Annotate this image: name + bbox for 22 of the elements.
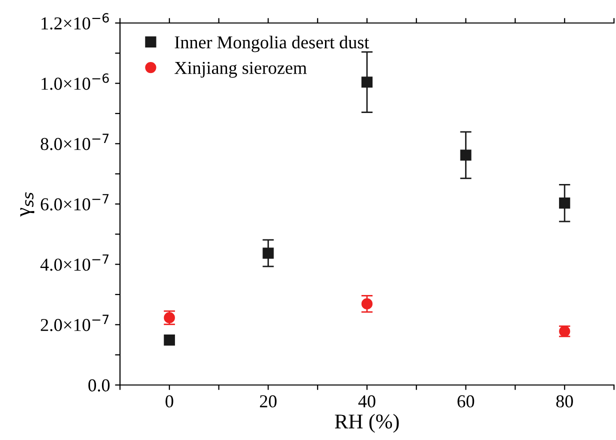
point: [164, 334, 175, 346]
x-tick-label: 20: [260, 395, 277, 408]
y-tick-label: 1.2×10$^{−6}$: [42, 13, 109, 30]
x-tick-label: 80: [556, 395, 573, 408]
point: [361, 298, 373, 310]
legend-label: Inner Mongolia desert dust: [174, 36, 370, 52]
point: [559, 198, 570, 209]
x-tick-label: 0: [166, 395, 174, 408]
x-tick-label: 40: [358, 395, 376, 408]
x-tick-label: 60: [458, 395, 474, 408]
y-tick-label: 6.0×10$^{−7}$: [40, 194, 109, 211]
point: [460, 150, 472, 161]
legend-label: Xinjiang sierozem: [174, 62, 307, 78]
y-tick-label: 2.0×10$^{−7}$: [40, 314, 109, 332]
y-tick-label: 0.0: [88, 379, 110, 392]
y-tick-label: 8.0×10$^{−7}$: [40, 134, 109, 150]
y-tick-label: 1.0×10$^{−6}$: [42, 73, 109, 90]
point: [262, 248, 274, 259]
point: [361, 76, 373, 88]
y-tick-label: 4.0×10$^{−7}$: [40, 254, 109, 271]
y-axis-title: γ$_{ss}$: [20, 192, 34, 217]
x-axis-title: RH (%): [334, 414, 399, 433]
